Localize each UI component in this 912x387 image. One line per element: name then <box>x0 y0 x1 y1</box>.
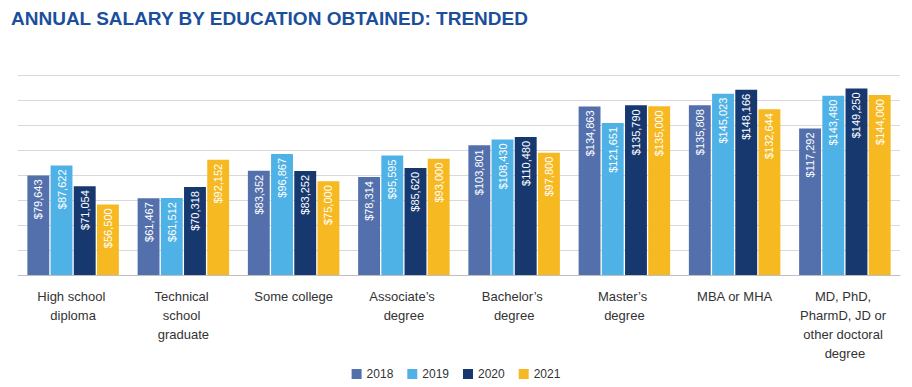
svg-text:$135,808: $135,808 <box>694 109 706 155</box>
svg-text:degree: degree <box>494 308 534 323</box>
svg-text:$135,790: $135,790 <box>630 109 642 155</box>
svg-text:2018: 2018 <box>367 367 394 381</box>
svg-text:$96,867: $96,867 <box>276 158 288 198</box>
svg-text:$97,800: $97,800 <box>543 157 555 197</box>
svg-text:$110,480: $110,480 <box>520 141 532 186</box>
svg-text:$103,801: $103,801 <box>473 149 485 195</box>
svg-text:MD, PhD,: MD, PhD, <box>815 289 875 304</box>
svg-text:$143,480: $143,480 <box>827 100 839 146</box>
svg-text:$78,314: $78,314 <box>363 181 375 221</box>
svg-text:$92,152: $92,152 <box>212 164 224 204</box>
svg-text:Associate’s: Associate’s <box>369 289 438 304</box>
svg-text:school: school <box>163 308 204 323</box>
svg-text:diploma: diploma <box>50 308 96 323</box>
svg-text:$135,000: $135,000 <box>653 110 665 156</box>
svg-text:Some college: Some college <box>254 289 333 304</box>
svg-text:$93,000: $93,000 <box>433 163 445 203</box>
svg-text:$61,467: $61,467 <box>143 202 155 242</box>
svg-text:$108,430: $108,430 <box>497 143 509 189</box>
svg-text:$61,512: $61,512 <box>166 202 178 242</box>
svg-text:2019: 2019 <box>422 367 449 381</box>
svg-text:$134,863: $134,863 <box>584 110 596 156</box>
svg-text:$117,292: $117,292 <box>804 132 816 177</box>
svg-text:Technical: Technical <box>154 289 212 304</box>
svg-text:$83,352: $83,352 <box>253 175 265 215</box>
svg-text:$121,651: $121,651 <box>607 127 619 173</box>
svg-text:graduate: graduate <box>158 327 209 342</box>
svg-text:PharmD, JD or: PharmD, JD or <box>800 308 890 323</box>
svg-text:$144,000: $144,000 <box>874 99 886 145</box>
svg-text:$145,023: $145,023 <box>717 98 729 144</box>
svg-text:$71,054: $71,054 <box>79 190 91 230</box>
svg-text:2020: 2020 <box>478 367 505 381</box>
svg-text:$148,166: $148,166 <box>740 94 752 140</box>
svg-text:$149,250: $149,250 <box>850 92 862 138</box>
svg-text:degree: degree <box>384 308 424 323</box>
svg-text:MBA or MHA: MBA or MHA <box>697 289 772 304</box>
svg-text:degree: degree <box>604 308 644 323</box>
svg-text:other doctoral: other doctoral <box>803 327 886 342</box>
svg-text:$95,595: $95,595 <box>386 160 398 200</box>
svg-text:$85,620: $85,620 <box>409 172 421 212</box>
svg-text:$79,643: $79,643 <box>32 179 44 219</box>
svg-text:High school: High school <box>37 289 109 304</box>
svg-text:Bachelor’s: Bachelor’s <box>482 289 547 304</box>
svg-text:$83,252: $83,252 <box>299 175 311 215</box>
svg-text:$75,000: $75,000 <box>322 185 334 225</box>
svg-text:$132,644: $132,644 <box>763 113 775 159</box>
svg-text:2021: 2021 <box>534 367 561 381</box>
svg-text:$70,318: $70,318 <box>189 191 201 231</box>
svg-text:$87,622: $87,622 <box>56 169 68 209</box>
svg-text:$56,500: $56,500 <box>102 208 114 248</box>
svg-text:Master’s: Master’s <box>598 289 651 304</box>
svg-text:ANNUAL SALARY BY EDUCATION OBT: ANNUAL SALARY BY EDUCATION OBTAINED: TRE… <box>11 8 528 29</box>
svg-text:degree: degree <box>825 346 865 361</box>
